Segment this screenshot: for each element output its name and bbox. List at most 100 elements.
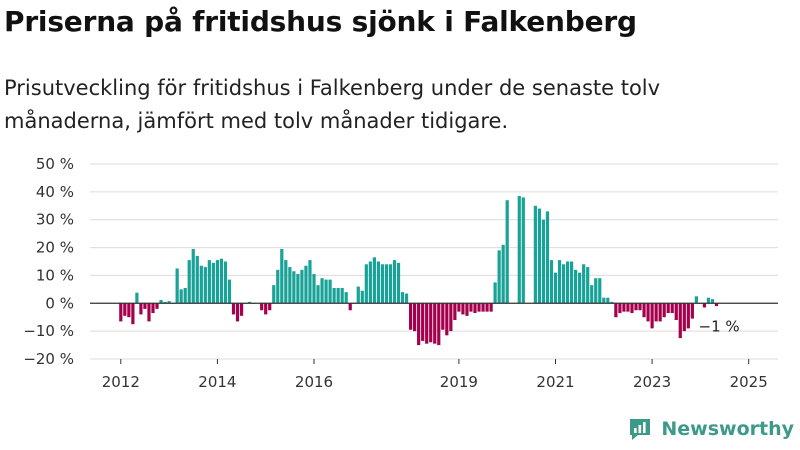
chart-subtitle: Prisutveckling för fritidshus i Falkenbe… [4, 76, 661, 133]
bar [368, 261, 372, 304]
bar [425, 303, 429, 344]
bar [392, 260, 397, 304]
bar [119, 303, 123, 322]
bar [441, 303, 445, 330]
bar [493, 282, 497, 304]
bar [284, 260, 288, 304]
bar [521, 197, 525, 304]
bar [690, 303, 694, 319]
bar [606, 297, 610, 304]
bar [457, 303, 461, 312]
bar [159, 299, 163, 304]
bar [239, 303, 244, 316]
y-tick-label: −20 % [23, 350, 74, 368]
bar [276, 269, 280, 304]
bar [215, 260, 219, 304]
bar [541, 219, 546, 304]
y-tick-label: 30 % [36, 211, 74, 229]
bar [485, 303, 489, 312]
bar [396, 262, 401, 304]
x-tick-label: 2021 [536, 373, 574, 391]
bar [489, 303, 493, 312]
bar [533, 205, 537, 304]
bar [203, 267, 207, 304]
bar [537, 208, 541, 304]
bar [501, 244, 505, 304]
bar [231, 303, 236, 315]
bar [316, 285, 320, 304]
bar [686, 303, 690, 329]
bar [473, 303, 477, 314]
bar [437, 303, 441, 346]
y-tick-label: 40 % [36, 183, 74, 201]
x-tick-label: 2019 [440, 373, 478, 391]
bar [638, 303, 642, 311]
bar [622, 303, 626, 312]
bar [167, 301, 171, 304]
bar [384, 264, 389, 304]
bar [348, 303, 352, 311]
bar [598, 278, 602, 304]
bar [268, 303, 272, 311]
bar [578, 272, 582, 304]
bar [477, 303, 481, 312]
bar [666, 303, 670, 314]
bar [465, 303, 469, 316]
bar [706, 297, 711, 304]
bar [646, 303, 650, 322]
bar [280, 248, 284, 304]
bar [404, 293, 409, 304]
x-tick-label: 2023 [633, 373, 671, 391]
bar [300, 269, 304, 304]
bar [662, 303, 666, 318]
bar [570, 261, 574, 304]
bar [714, 303, 719, 307]
bar [433, 303, 437, 344]
bar [223, 261, 228, 304]
bar [453, 303, 457, 320]
bar [634, 303, 638, 311]
bar [497, 250, 501, 304]
bar [151, 303, 155, 314]
bar [445, 303, 449, 336]
newsworthy-logo-icon [630, 419, 651, 440]
bar [364, 264, 368, 304]
bar [324, 279, 328, 304]
y-tick-label: −10 % [23, 322, 74, 340]
bar [549, 260, 554, 304]
bar [147, 303, 151, 322]
bar [123, 303, 127, 316]
bar [131, 303, 135, 325]
y-tick-label: 0 % [45, 294, 74, 312]
bar [195, 255, 199, 304]
bar [565, 261, 570, 304]
bar [372, 257, 376, 304]
bar [582, 264, 586, 304]
bar [304, 265, 308, 304]
bar [163, 301, 167, 304]
bar [650, 303, 654, 329]
bar [155, 303, 159, 309]
y-tick-label: 50 % [36, 155, 74, 173]
bar [219, 258, 224, 304]
x-tick-label: 2012 [102, 373, 140, 391]
bar [590, 285, 594, 304]
bar [614, 303, 618, 318]
bar [674, 303, 678, 320]
bar [654, 303, 658, 322]
bar [175, 268, 179, 304]
bar [409, 303, 413, 330]
bar [179, 289, 183, 304]
bar [413, 303, 417, 332]
bar [344, 292, 348, 304]
bar [682, 303, 686, 332]
bar [678, 303, 682, 339]
bar [602, 297, 606, 304]
bar [461, 303, 465, 315]
bar-chart: 50 % 40 % 30 % 20 % 10 % 0 % −10 % −20 % 2012 201… [23, 155, 778, 391]
bar [421, 303, 425, 341]
bar [380, 264, 385, 304]
bar [312, 274, 316, 304]
bar [292, 271, 296, 304]
bar [296, 274, 300, 304]
